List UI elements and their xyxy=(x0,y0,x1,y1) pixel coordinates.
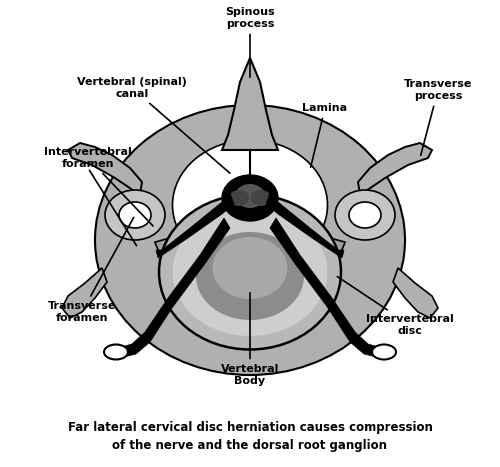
Polygon shape xyxy=(68,143,142,195)
Ellipse shape xyxy=(159,194,341,349)
Text: Transverse
foramen: Transverse foramen xyxy=(48,218,134,323)
Ellipse shape xyxy=(251,190,271,206)
Text: Far lateral cervical disc herniation causes compression: Far lateral cervical disc herniation cau… xyxy=(68,422,432,434)
Ellipse shape xyxy=(222,175,278,221)
Polygon shape xyxy=(266,193,344,258)
Ellipse shape xyxy=(229,190,249,206)
Ellipse shape xyxy=(105,190,165,240)
Ellipse shape xyxy=(104,345,128,360)
Polygon shape xyxy=(270,218,382,358)
Ellipse shape xyxy=(172,208,328,336)
Polygon shape xyxy=(222,58,278,150)
Text: Transverse
process: Transverse process xyxy=(404,79,472,156)
Ellipse shape xyxy=(196,232,304,320)
Text: Intervertebral
disc: Intervertebral disc xyxy=(338,276,454,336)
Text: Spinous
process: Spinous process xyxy=(225,7,275,77)
Ellipse shape xyxy=(95,105,405,375)
Polygon shape xyxy=(156,193,234,258)
Ellipse shape xyxy=(235,184,265,208)
Polygon shape xyxy=(358,143,432,195)
Polygon shape xyxy=(118,218,230,358)
Text: Lamina: Lamina xyxy=(302,103,348,167)
Polygon shape xyxy=(393,268,438,318)
Text: Vertebral
Body: Vertebral Body xyxy=(221,293,279,386)
Ellipse shape xyxy=(172,140,328,270)
Polygon shape xyxy=(155,234,345,303)
Text: Vertebral (spinal)
canal: Vertebral (spinal) canal xyxy=(77,77,230,173)
Ellipse shape xyxy=(335,190,395,240)
Ellipse shape xyxy=(372,345,396,360)
Polygon shape xyxy=(62,268,107,318)
Ellipse shape xyxy=(349,202,381,228)
Text: Intervertebral
foramen: Intervertebral foramen xyxy=(44,147,153,226)
Ellipse shape xyxy=(212,237,288,299)
Text: of the nerve and the dorsal root ganglion: of the nerve and the dorsal root ganglio… xyxy=(112,439,388,453)
Ellipse shape xyxy=(119,202,151,228)
